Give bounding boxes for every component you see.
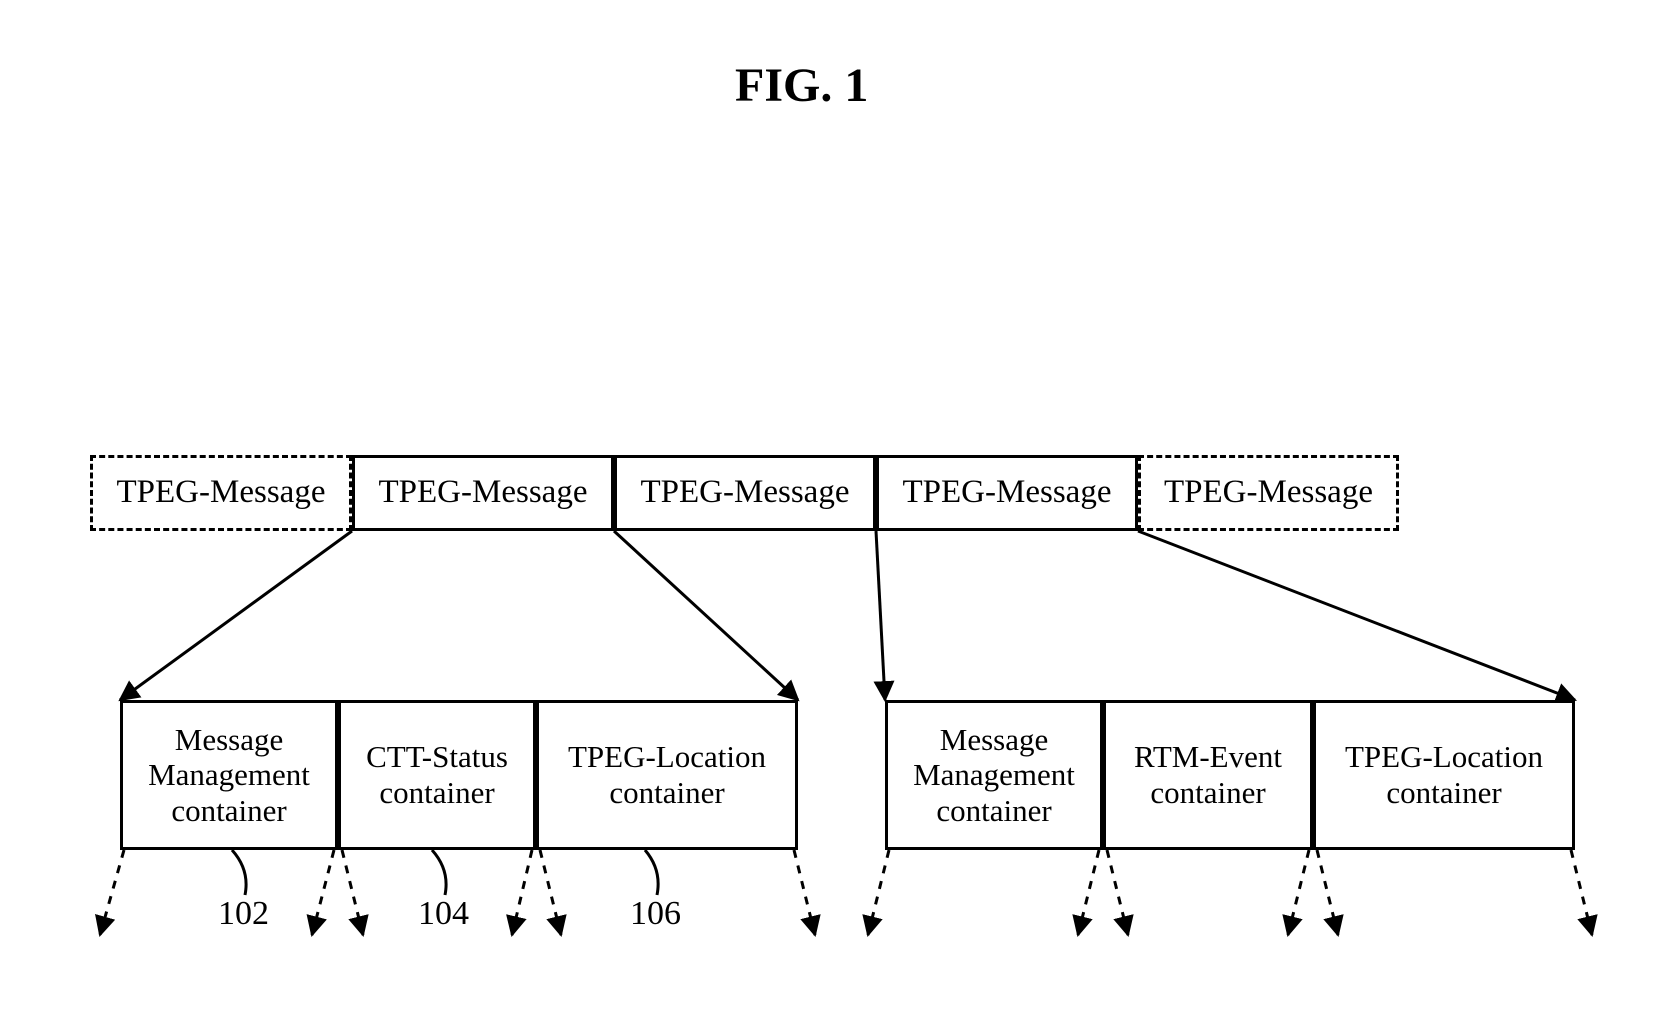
reference-numeral-104: 104 bbox=[418, 895, 469, 933]
tpeg-location-container-left: TPEG-Location container bbox=[536, 700, 798, 850]
tpeg-message-label: TPEG-Message bbox=[1164, 474, 1373, 512]
message-management-container-right: Message Management container bbox=[885, 700, 1103, 850]
tpeg-message-label: TPEG-Message bbox=[117, 474, 326, 512]
reference-numeral-102: 102 bbox=[218, 895, 269, 933]
container-label: RTM-Event container bbox=[1134, 739, 1282, 810]
tpeg-message-cell-3: TPEG-Message bbox=[614, 455, 876, 531]
container-label: CTT-Status container bbox=[366, 739, 508, 810]
tpeg-message-label: TPEG-Message bbox=[379, 474, 588, 512]
tpeg-message-cell-1: TPEG-Message bbox=[90, 455, 352, 531]
message-management-container-left: Message Management container bbox=[120, 700, 338, 850]
tpeg-location-container-right: TPEG-Location container bbox=[1313, 700, 1575, 850]
tpeg-message-cell-5: TPEG-Message bbox=[1138, 455, 1399, 531]
ctt-status-container: CTT-Status container bbox=[338, 700, 536, 850]
tpeg-message-cell-2: TPEG-Message bbox=[352, 455, 614, 531]
tpeg-message-label: TPEG-Message bbox=[903, 474, 1112, 512]
container-label: Message Management container bbox=[148, 722, 310, 829]
rtm-event-container: RTM-Event container bbox=[1103, 700, 1313, 850]
container-label: Message Management container bbox=[913, 722, 1075, 829]
container-label: TPEG-Location container bbox=[568, 739, 766, 810]
container-label: TPEG-Location container bbox=[1345, 739, 1543, 810]
reference-numeral-106: 106 bbox=[630, 895, 681, 933]
figure-title: FIG. 1 bbox=[735, 58, 868, 113]
tpeg-message-label: TPEG-Message bbox=[641, 474, 850, 512]
tpeg-message-cell-4: TPEG-Message bbox=[876, 455, 1138, 531]
